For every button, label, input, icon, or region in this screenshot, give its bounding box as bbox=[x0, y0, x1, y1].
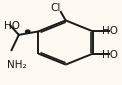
Circle shape bbox=[25, 30, 30, 33]
Text: Cl: Cl bbox=[51, 3, 61, 13]
Text: HO: HO bbox=[4, 21, 20, 31]
Text: NH₂: NH₂ bbox=[7, 60, 27, 70]
Text: HO: HO bbox=[102, 26, 117, 36]
Text: HO: HO bbox=[102, 50, 117, 60]
